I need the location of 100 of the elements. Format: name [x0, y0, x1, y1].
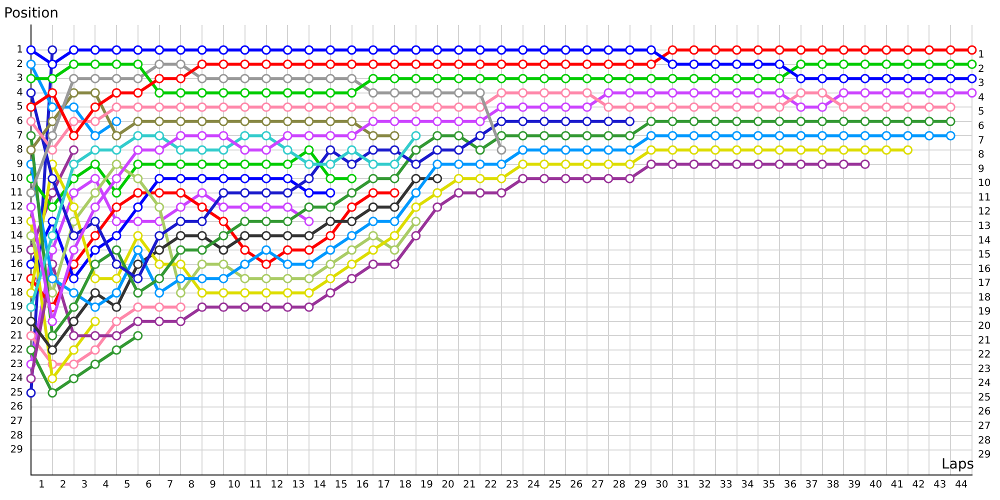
point — [454, 60, 464, 70]
point — [69, 130, 79, 140]
point — [90, 88, 100, 98]
point — [753, 145, 763, 155]
point — [668, 88, 678, 98]
point — [924, 130, 934, 140]
point — [26, 45, 36, 55]
point — [26, 202, 36, 212]
point — [411, 160, 421, 170]
point — [218, 188, 228, 198]
point — [753, 160, 763, 170]
point — [176, 45, 186, 55]
point — [90, 188, 100, 198]
point — [197, 102, 207, 112]
point — [133, 130, 143, 140]
point — [668, 102, 678, 112]
point — [176, 202, 186, 212]
point — [197, 188, 207, 198]
point — [133, 188, 143, 198]
point — [282, 88, 292, 98]
point — [282, 202, 292, 212]
point — [368, 60, 378, 70]
point — [90, 230, 100, 240]
point — [197, 302, 207, 312]
point — [90, 216, 100, 226]
point — [176, 160, 186, 170]
point — [112, 88, 122, 98]
point — [262, 174, 271, 184]
point — [48, 274, 58, 284]
point — [90, 288, 100, 298]
y2-tick-label: 22 — [978, 350, 991, 361]
point — [112, 130, 122, 140]
point — [282, 245, 292, 255]
point — [154, 274, 164, 284]
point — [48, 74, 58, 84]
point — [26, 316, 36, 326]
point — [368, 230, 378, 240]
point — [176, 230, 186, 240]
point — [560, 88, 570, 98]
point — [882, 130, 892, 140]
point — [282, 45, 292, 55]
point — [496, 130, 506, 140]
point — [432, 116, 442, 126]
point — [774, 116, 784, 126]
point — [882, 74, 892, 84]
point — [753, 45, 763, 55]
point — [240, 130, 250, 140]
point — [774, 74, 784, 84]
point — [560, 145, 570, 155]
point — [197, 260, 207, 270]
point — [69, 60, 79, 70]
x-tick-label: 4 — [102, 480, 110, 491]
point — [518, 45, 528, 55]
y-tick-label: 20 — [10, 316, 23, 328]
point — [154, 202, 164, 212]
point — [774, 45, 784, 55]
point — [26, 260, 36, 270]
point — [304, 245, 314, 255]
point — [262, 45, 271, 55]
y2-tick-label: 8 — [978, 150, 984, 161]
point — [197, 74, 207, 84]
point — [540, 45, 550, 55]
point — [411, 88, 421, 98]
point — [882, 116, 892, 126]
point — [368, 45, 378, 55]
point — [240, 188, 250, 198]
point — [90, 360, 100, 370]
point — [732, 145, 742, 155]
point — [218, 216, 228, 226]
x-tick-label: 31 — [676, 480, 690, 491]
point — [903, 145, 913, 155]
point — [924, 88, 934, 98]
point — [154, 74, 164, 84]
y2-tick-label: 24 — [978, 378, 991, 390]
x-tick-label: 44 — [954, 480, 968, 491]
point — [625, 60, 635, 70]
point — [176, 274, 186, 284]
point — [90, 260, 100, 270]
point — [796, 116, 806, 126]
point — [518, 60, 528, 70]
x-tick-label: 28 — [612, 480, 626, 491]
point — [924, 102, 934, 112]
y-tick-label: 21 — [10, 330, 23, 342]
point — [112, 160, 122, 170]
point — [197, 160, 207, 170]
point — [540, 88, 550, 98]
point — [796, 102, 806, 112]
point — [133, 74, 143, 84]
point — [133, 145, 143, 155]
point — [176, 245, 186, 255]
point — [860, 88, 870, 98]
point — [282, 260, 292, 270]
x-tick-label: 5 — [124, 480, 130, 491]
point — [496, 102, 506, 112]
point — [860, 74, 870, 84]
point — [924, 60, 934, 70]
point — [347, 174, 357, 184]
point — [326, 174, 336, 184]
y-tick-label: 28 — [10, 430, 23, 442]
point — [625, 130, 635, 140]
